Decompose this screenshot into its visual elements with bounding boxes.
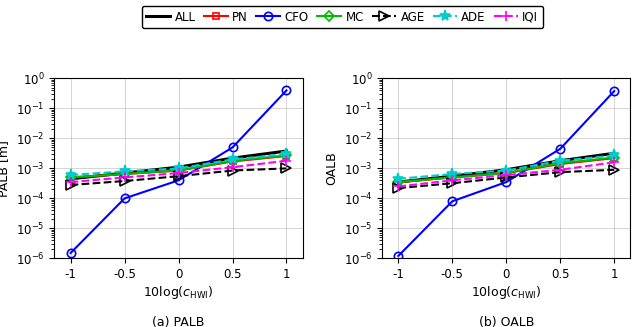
X-axis label: 10log($c_\mathrm{HWI}$): 10log($c_\mathrm{HWI}$): [143, 284, 214, 301]
Text: (b) OALB: (b) OALB: [479, 316, 534, 327]
Text: (a) PALB: (a) PALB: [152, 316, 205, 327]
Y-axis label: PALB [m]: PALB [m]: [0, 140, 10, 197]
Y-axis label: OALB: OALB: [325, 151, 338, 185]
X-axis label: 10log($c_\mathrm{HWI}$): 10log($c_\mathrm{HWI}$): [471, 284, 541, 301]
Legend: ALL, PN, CFO, MC, AGE, ADE, IQI: ALL, PN, CFO, MC, AGE, ADE, IQI: [141, 6, 543, 28]
